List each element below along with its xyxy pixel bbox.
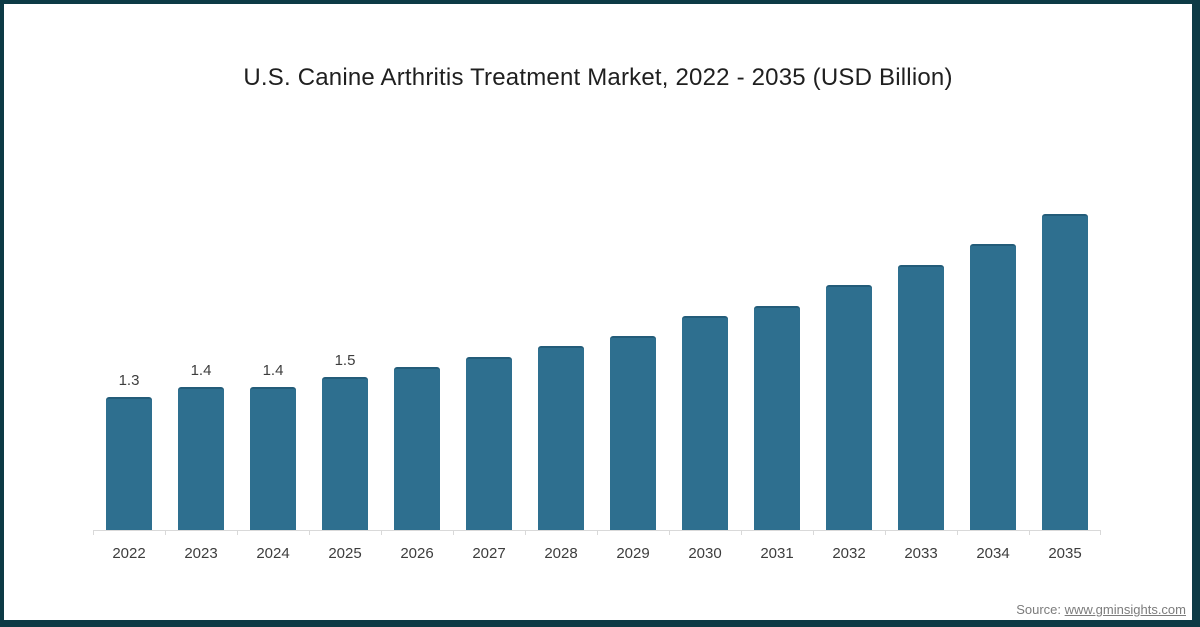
source-label: Source: (1016, 602, 1061, 617)
bar-2032 (826, 285, 872, 530)
axis-tick (597, 531, 598, 535)
bar-2035 (1042, 214, 1088, 530)
source-link[interactable]: www.gminsights.com (1064, 602, 1186, 617)
x-tick-label-2022: 2022 (112, 545, 146, 562)
x-tick-label-2029: 2029 (616, 545, 650, 562)
x-tick-label-2023: 2023 (184, 545, 218, 562)
bar-value-label-2025: 1.5 (334, 352, 356, 369)
axis-tick (1029, 531, 1030, 535)
x-axis-line (93, 530, 1101, 531)
chart-title: U.S. Canine Arthritis Treatment Market, … (243, 64, 953, 91)
x-tick-label-2030: 2030 (688, 545, 722, 562)
bar-2025 (322, 377, 368, 530)
x-tick-label-2031: 2031 (760, 545, 794, 562)
bar-2029 (610, 336, 656, 530)
bar-value-label-2022: 1.3 (118, 372, 140, 389)
bar-2033 (898, 265, 944, 530)
bar-2027 (466, 357, 512, 530)
bar-2031 (754, 306, 800, 530)
axis-tick (93, 531, 94, 535)
bar-value-label-2023: 1.4 (190, 362, 212, 379)
source-note: Source: www.gminsights.com (1016, 602, 1186, 617)
x-tick-label-2027: 2027 (472, 545, 506, 562)
axis-tick (741, 531, 742, 535)
axis-tick (813, 531, 814, 535)
x-tick-label-2033: 2033 (904, 545, 938, 562)
x-tick-label-2025: 2025 (328, 545, 362, 562)
x-tick-label-2024: 2024 (256, 545, 290, 562)
x-tick-label-2028: 2028 (544, 545, 578, 562)
bar-2023 (178, 387, 224, 530)
axis-tick (165, 531, 166, 535)
bar-value-label-2024: 1.4 (262, 362, 284, 379)
bar-chart-plot-area: 1.3 2022 1.4 2023 1.4 2024 1.5 2025 2026 2027 2028… (93, 140, 1101, 562)
bar-2034 (970, 244, 1016, 530)
bar-2026 (394, 367, 440, 530)
x-tick-label-2035: 2035 (1048, 545, 1082, 562)
x-tick-label-2032: 2032 (832, 545, 866, 562)
bar-2030 (682, 316, 728, 530)
axis-tick (957, 531, 958, 535)
axis-tick (1100, 531, 1101, 535)
axis-tick (453, 531, 454, 535)
axis-tick (885, 531, 886, 535)
axis-tick (237, 531, 238, 535)
x-tick-label-2034: 2034 (976, 545, 1010, 562)
axis-tick (309, 531, 310, 535)
bar-2028 (538, 346, 584, 530)
bar-2024 (250, 387, 296, 530)
bar-2022 (106, 397, 152, 530)
axis-tick (381, 531, 382, 535)
axis-tick (669, 531, 670, 535)
axis-tick (525, 531, 526, 535)
x-tick-label-2026: 2026 (400, 545, 434, 562)
